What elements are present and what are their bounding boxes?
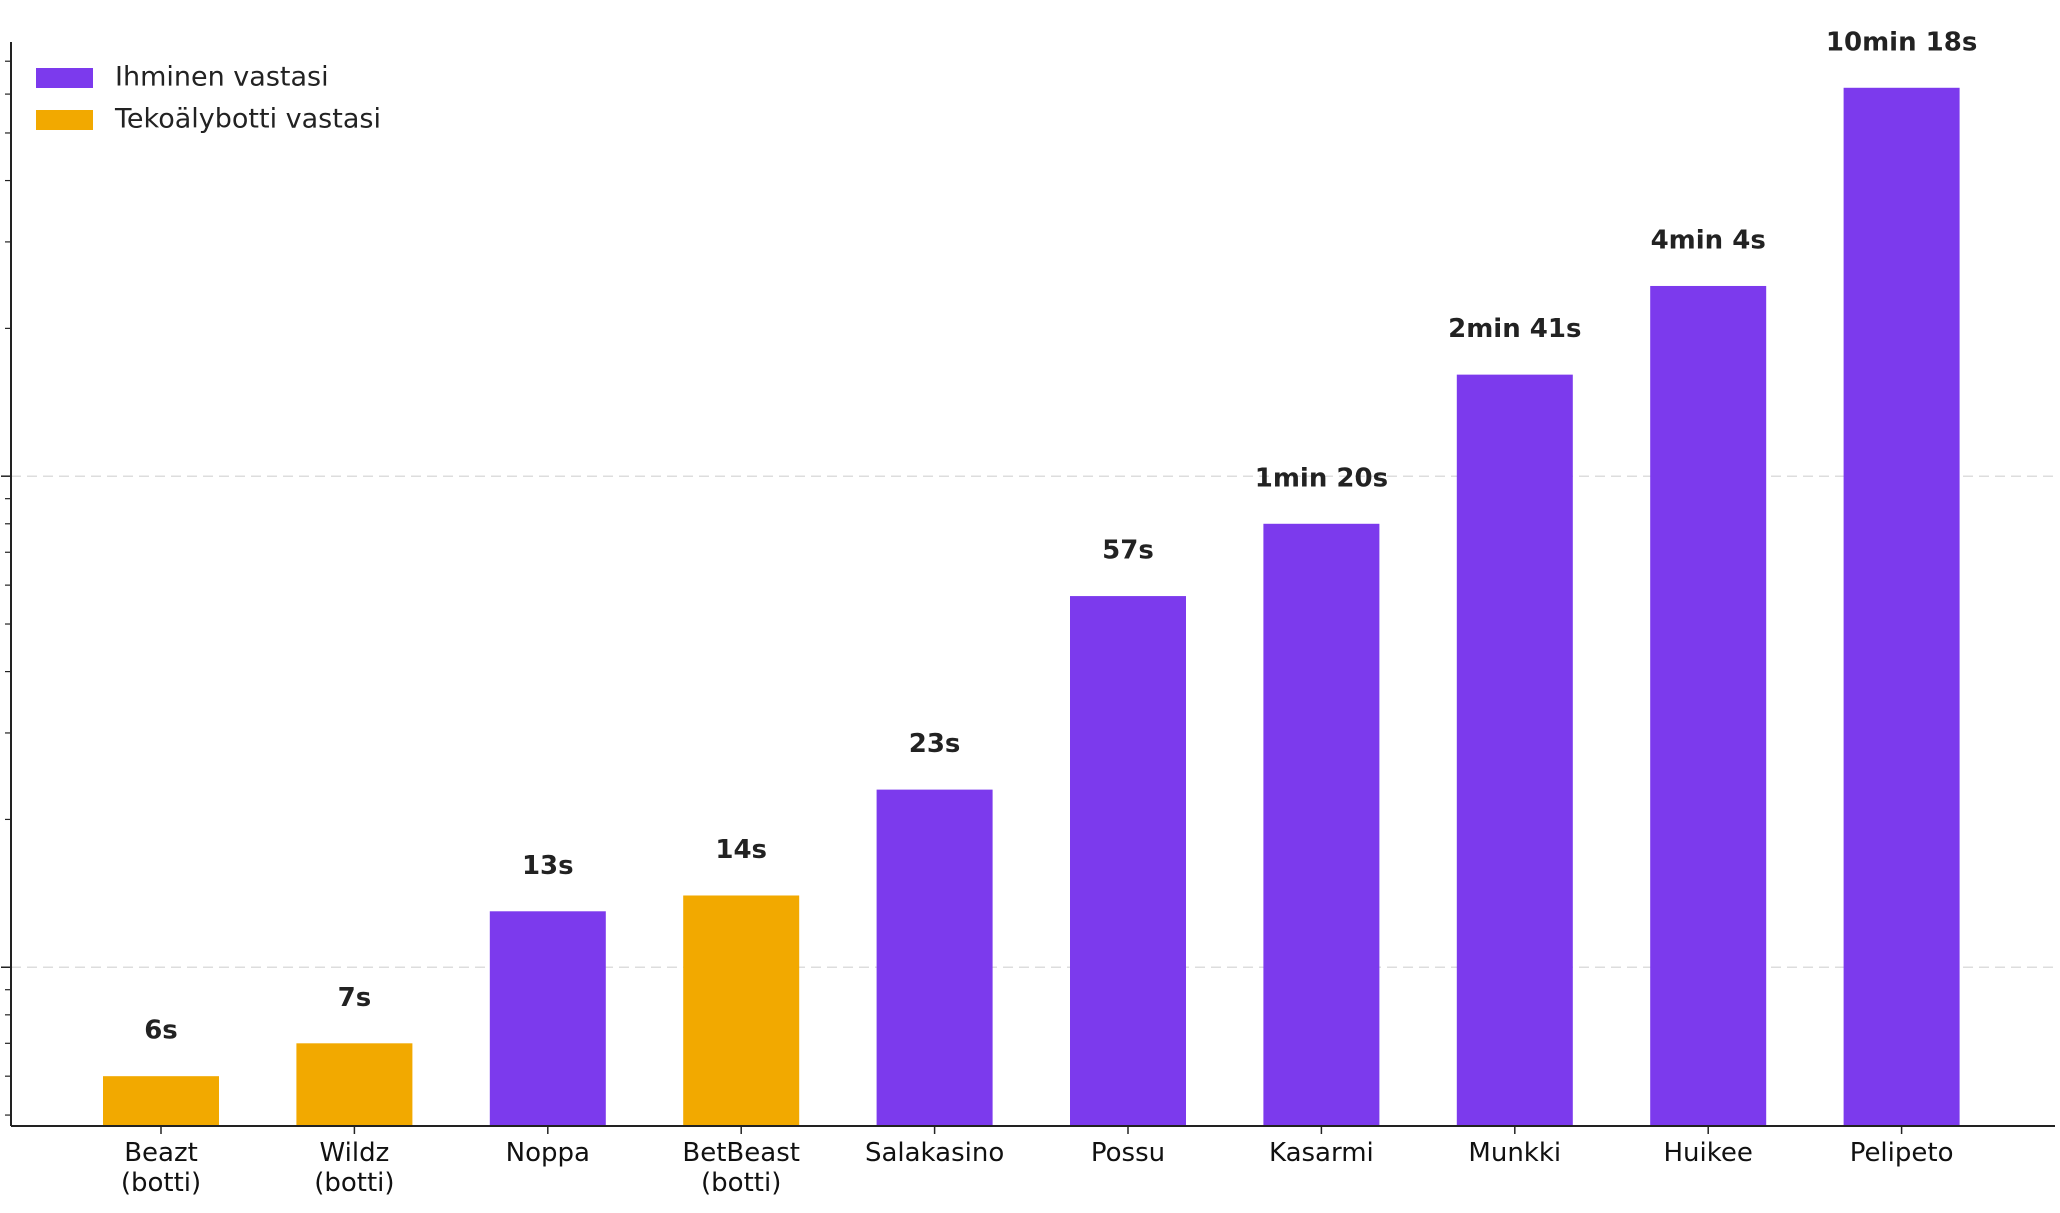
- value-label: 6s: [144, 1016, 178, 1046]
- value-label: 7s: [338, 983, 372, 1013]
- value-label: 57s: [1102, 536, 1154, 566]
- x-tick-label: Munkki: [1468, 1138, 1562, 1168]
- value-label: 4min 4s: [1651, 225, 1766, 255]
- value-label: 13s: [522, 851, 574, 881]
- x-tick-label: Wildz (botti): [314, 1138, 395, 1198]
- bar: [683, 895, 800, 1126]
- x-tick-label: Salakasino: [864, 1138, 1005, 1168]
- value-label: 1min 20s: [1255, 463, 1388, 493]
- legend-swatch: [36, 110, 93, 130]
- x-tick-label: Pelipeto: [1849, 1138, 1954, 1168]
- value-label: 23s: [909, 729, 961, 759]
- legend-label: Tekoälybotti vastasi: [114, 104, 381, 135]
- bar: [876, 789, 993, 1126]
- bar: [1263, 523, 1380, 1126]
- value-label: 10min 18s: [1826, 27, 1977, 57]
- legend-swatch: [36, 68, 93, 88]
- value-label: 2min 41s: [1448, 314, 1581, 344]
- x-tick-label: BetBeast (botti): [682, 1138, 800, 1198]
- bar: [1456, 374, 1573, 1126]
- bar: [489, 911, 606, 1126]
- bar: [1843, 87, 1960, 1127]
- bar: [296, 1043, 413, 1126]
- x-tick-label: Huikee: [1663, 1138, 1753, 1168]
- bar: [103, 1076, 219, 1126]
- bar: [1070, 596, 1186, 1126]
- bar: [1650, 285, 1767, 1127]
- legend-label: Ihminen vastasi: [115, 62, 329, 93]
- x-tick-label: Beazt (botti): [120, 1138, 202, 1198]
- value-label: 14s: [715, 835, 767, 865]
- x-tick-label: Noppa: [505, 1138, 590, 1168]
- x-tick-label: Possu: [1090, 1138, 1166, 1168]
- x-tick-label: Kasarmi: [1268, 1138, 1374, 1168]
